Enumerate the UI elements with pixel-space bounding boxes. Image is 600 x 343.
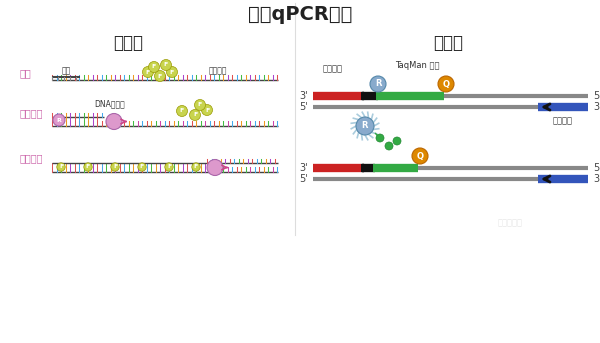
Circle shape bbox=[194, 99, 205, 110]
Text: F: F bbox=[198, 103, 202, 107]
Text: Q: Q bbox=[443, 80, 449, 88]
Text: 染料法: 染料法 bbox=[113, 34, 143, 52]
Text: 单重qPCR实验: 单重qPCR实验 bbox=[248, 5, 352, 24]
Circle shape bbox=[161, 59, 172, 71]
Circle shape bbox=[53, 114, 65, 126]
Text: 仪器信息网: 仪器信息网 bbox=[497, 218, 523, 227]
Circle shape bbox=[356, 117, 374, 135]
Circle shape bbox=[412, 148, 428, 164]
Circle shape bbox=[385, 142, 393, 150]
Text: 延伸反应: 延伸反应 bbox=[20, 153, 44, 163]
Circle shape bbox=[376, 134, 384, 142]
Text: 上游引物: 上游引物 bbox=[323, 64, 343, 73]
Text: R: R bbox=[362, 121, 368, 130]
Text: 引物: 引物 bbox=[61, 67, 71, 75]
Text: 5': 5' bbox=[299, 174, 308, 184]
Text: 3': 3' bbox=[593, 174, 600, 184]
Circle shape bbox=[202, 105, 212, 116]
Text: Q: Q bbox=[416, 152, 424, 161]
Text: F: F bbox=[152, 64, 156, 70]
Text: F: F bbox=[86, 165, 90, 169]
Circle shape bbox=[149, 61, 160, 72]
Text: F: F bbox=[194, 165, 198, 169]
Text: F: F bbox=[158, 73, 162, 79]
Circle shape bbox=[370, 76, 386, 92]
Circle shape bbox=[138, 163, 146, 171]
Text: 引物延大: 引物延大 bbox=[20, 108, 44, 118]
Text: R: R bbox=[375, 80, 381, 88]
Text: 下游引物: 下游引物 bbox=[553, 117, 573, 126]
Text: F: F bbox=[193, 113, 197, 118]
Text: 荧光强度: 荧光强度 bbox=[209, 67, 227, 75]
Circle shape bbox=[84, 163, 92, 171]
Text: 5': 5' bbox=[593, 163, 600, 173]
Text: 3': 3' bbox=[593, 102, 600, 112]
Text: TaqMan 探针: TaqMan 探针 bbox=[395, 61, 439, 71]
Text: 3': 3' bbox=[299, 163, 308, 173]
Text: F: F bbox=[113, 165, 117, 169]
Text: F: F bbox=[140, 165, 144, 169]
Text: F: F bbox=[180, 108, 184, 114]
Circle shape bbox=[167, 67, 178, 78]
Text: 探针法: 探针法 bbox=[433, 34, 463, 52]
Text: R: R bbox=[56, 118, 61, 122]
Text: DNA聚合酶: DNA聚合酶 bbox=[95, 99, 125, 108]
Circle shape bbox=[155, 71, 166, 82]
Text: 5': 5' bbox=[593, 91, 600, 101]
Text: 5': 5' bbox=[299, 102, 308, 112]
Text: F: F bbox=[164, 62, 168, 68]
Circle shape bbox=[106, 114, 122, 130]
Circle shape bbox=[190, 109, 200, 120]
Text: 3': 3' bbox=[299, 91, 308, 101]
Text: F: F bbox=[205, 107, 209, 113]
Text: F: F bbox=[167, 165, 171, 169]
Circle shape bbox=[143, 67, 154, 78]
Circle shape bbox=[176, 106, 187, 117]
Circle shape bbox=[111, 163, 119, 171]
Circle shape bbox=[57, 163, 65, 171]
Text: 变性: 变性 bbox=[20, 68, 32, 78]
Circle shape bbox=[165, 163, 173, 171]
Text: F: F bbox=[59, 165, 63, 169]
Circle shape bbox=[192, 163, 200, 171]
Circle shape bbox=[393, 137, 401, 145]
Text: F: F bbox=[170, 70, 174, 74]
Circle shape bbox=[207, 159, 223, 176]
Circle shape bbox=[438, 76, 454, 92]
Text: F: F bbox=[146, 70, 150, 74]
